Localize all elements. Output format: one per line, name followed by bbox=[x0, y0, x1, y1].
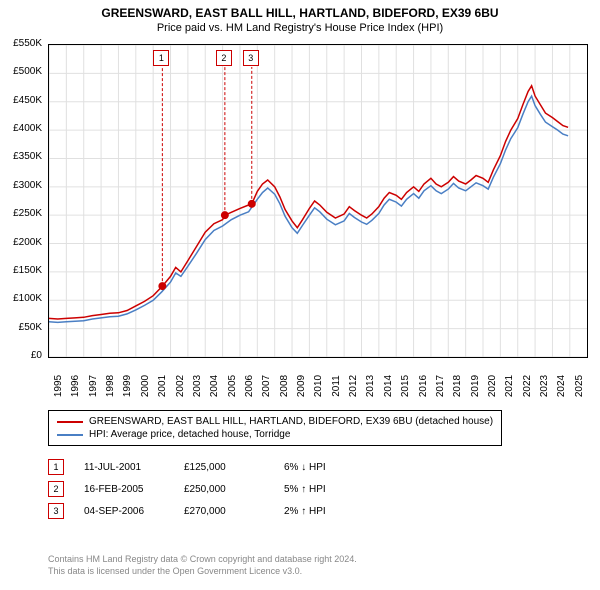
y-tick-label: £100K bbox=[0, 293, 42, 304]
x-tick-label: 2001 bbox=[157, 375, 168, 397]
x-tick-label: 2022 bbox=[522, 375, 533, 397]
figure-root: GREENSWARD, EAST BALL HILL, HARTLAND, BI… bbox=[0, 0, 600, 590]
event-num: 2 bbox=[48, 481, 64, 497]
event-diff: 2% ↑ HPI bbox=[284, 506, 364, 517]
legend-item-hpi: HPI: Average price, detached house, Torr… bbox=[57, 428, 493, 441]
event-diff: 6% ↓ HPI bbox=[284, 462, 364, 473]
y-tick-label: £350K bbox=[0, 151, 42, 162]
x-tick-label: 1997 bbox=[88, 375, 99, 397]
event-date: 16-FEB-2005 bbox=[84, 484, 184, 495]
chart-subtitle: Price paid vs. HM Land Registry's House … bbox=[0, 20, 600, 38]
y-tick-label: £250K bbox=[0, 208, 42, 219]
y-tick-label: £550K bbox=[0, 38, 42, 49]
x-tick-label: 2005 bbox=[227, 375, 238, 397]
x-tick-label: 2004 bbox=[209, 375, 220, 397]
event-flag-2: 2 bbox=[216, 50, 232, 66]
event-num: 3 bbox=[48, 503, 64, 519]
attribution-line2: This data is licensed under the Open Gov… bbox=[48, 566, 357, 578]
x-tick-label: 2019 bbox=[470, 375, 481, 397]
event-price: £250,000 bbox=[184, 484, 284, 495]
x-tick-label: 2020 bbox=[487, 375, 498, 397]
x-tick-label: 2007 bbox=[261, 375, 272, 397]
x-tick-label: 2008 bbox=[279, 375, 290, 397]
event-flag-1: 1 bbox=[153, 50, 169, 66]
x-tick-label: 2000 bbox=[140, 375, 151, 397]
event-row-3: 3 04-SEP-2006£270,0002% ↑ HPI bbox=[48, 500, 364, 522]
x-tick-label: 1996 bbox=[70, 375, 81, 397]
attribution-line1: Contains HM Land Registry data © Crown c… bbox=[48, 554, 357, 566]
event-num: 1 bbox=[48, 459, 64, 475]
x-tick-label: 2015 bbox=[400, 375, 411, 397]
y-tick-label: £150K bbox=[0, 265, 42, 276]
y-tick-label: £300K bbox=[0, 180, 42, 191]
legend: GREENSWARD, EAST BALL HILL, HARTLAND, BI… bbox=[48, 410, 502, 446]
x-tick-label: 2010 bbox=[314, 375, 325, 397]
event-row-1: 1 11-JUL-2001£125,0006% ↓ HPI bbox=[48, 456, 364, 478]
y-tick-label: £0 bbox=[0, 350, 42, 361]
event-price: £125,000 bbox=[184, 462, 284, 473]
x-tick-label: 2002 bbox=[175, 375, 186, 397]
x-tick-label: 1995 bbox=[53, 375, 64, 397]
y-tick-label: £450K bbox=[0, 95, 42, 106]
x-tick-label: 2025 bbox=[574, 375, 585, 397]
event-diff: 5% ↑ HPI bbox=[284, 484, 364, 495]
y-tick-label: £50K bbox=[0, 322, 42, 333]
legend-item-property: GREENSWARD, EAST BALL HILL, HARTLAND, BI… bbox=[57, 415, 493, 428]
x-tick-label: 2011 bbox=[331, 375, 342, 397]
y-tick-label: £500K bbox=[0, 66, 42, 77]
x-tick-label: 1998 bbox=[105, 375, 116, 397]
x-tick-label: 2024 bbox=[557, 375, 568, 397]
legend-label: HPI: Average price, detached house, Torr… bbox=[89, 429, 290, 440]
x-tick-label: 2003 bbox=[192, 375, 203, 397]
x-tick-label: 2018 bbox=[452, 375, 463, 397]
x-tick-label: 1999 bbox=[123, 375, 134, 397]
attribution: Contains HM Land Registry data © Crown c… bbox=[48, 554, 357, 577]
x-tick-label: 2014 bbox=[383, 375, 394, 397]
x-tick-label: 2013 bbox=[366, 375, 377, 397]
x-tick-label: 2017 bbox=[435, 375, 446, 397]
x-tick-label: 2021 bbox=[504, 375, 515, 397]
legend-swatch bbox=[57, 421, 83, 423]
x-tick-label: 2012 bbox=[348, 375, 359, 397]
event-flag-3: 3 bbox=[243, 50, 259, 66]
chart-svg bbox=[49, 45, 587, 357]
chart-plot-area bbox=[48, 44, 588, 358]
chart-title: GREENSWARD, EAST BALL HILL, HARTLAND, BI… bbox=[0, 0, 600, 20]
y-tick-label: £400K bbox=[0, 123, 42, 134]
event-price: £270,000 bbox=[184, 506, 284, 517]
event-date: 04-SEP-2006 bbox=[84, 506, 184, 517]
legend-label: GREENSWARD, EAST BALL HILL, HARTLAND, BI… bbox=[89, 416, 493, 427]
y-tick-label: £200K bbox=[0, 237, 42, 248]
x-tick-label: 2016 bbox=[418, 375, 429, 397]
event-date: 11-JUL-2001 bbox=[84, 462, 184, 473]
x-tick-label: 2023 bbox=[539, 375, 550, 397]
x-tick-label: 2006 bbox=[244, 375, 255, 397]
legend-swatch bbox=[57, 434, 83, 436]
events-table: 1 11-JUL-2001£125,0006% ↓ HPI 2 16-FEB-2005… bbox=[48, 456, 364, 522]
event-row-2: 2 16-FEB-2005£250,0005% ↑ HPI bbox=[48, 478, 364, 500]
x-tick-label: 2009 bbox=[296, 375, 307, 397]
